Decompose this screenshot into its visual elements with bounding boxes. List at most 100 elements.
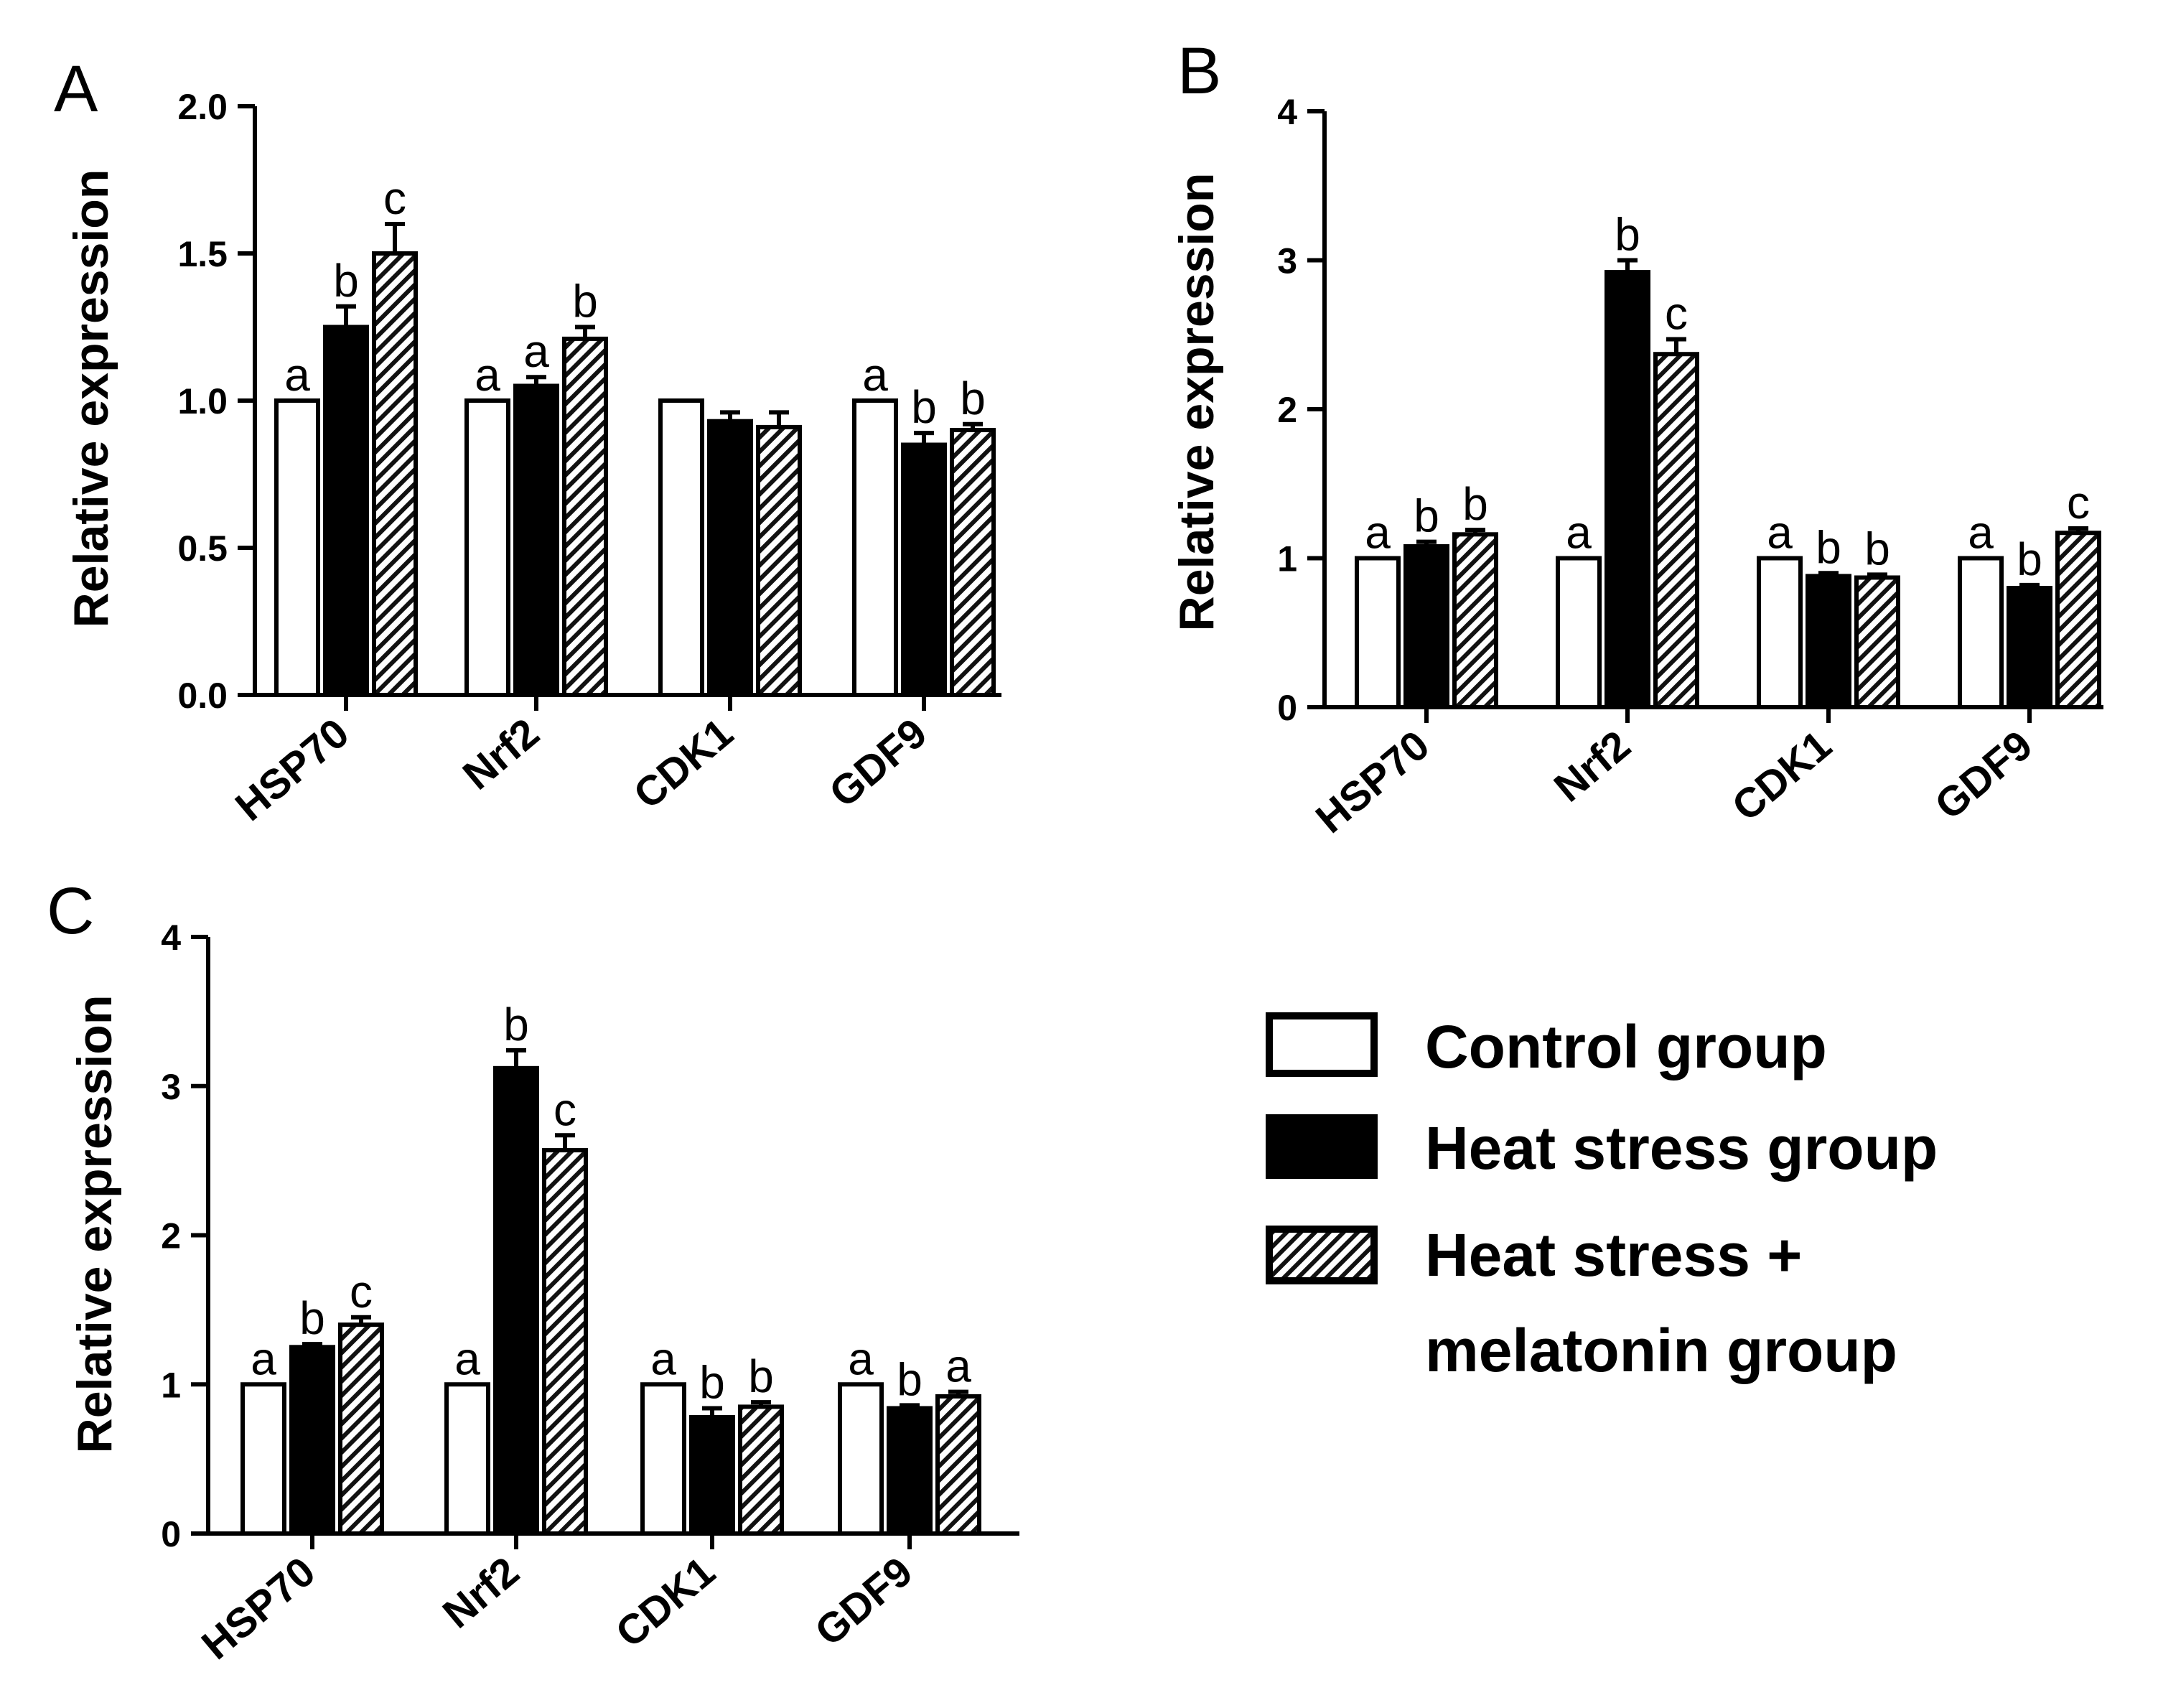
x-tick-label: HSP70 xyxy=(227,709,358,830)
bar-heat-stress xyxy=(513,383,559,697)
bar-heat-stress-melatonin xyxy=(542,1148,588,1536)
significance-label: a xyxy=(848,1333,874,1384)
bar-heat-stress-melatonin xyxy=(950,428,996,697)
bar-heat-stress-melatonin xyxy=(338,1322,384,1536)
x-tick-label: Nrf2 xyxy=(434,1548,528,1637)
significance-label: a xyxy=(1767,507,1793,559)
significance-label: a xyxy=(862,349,888,401)
significance-label: c xyxy=(383,172,406,224)
significance-label: b xyxy=(699,1356,725,1408)
significance-label: b xyxy=(503,999,529,1050)
y-tick-label: 1 xyxy=(1277,539,1297,579)
bar-heat-stress-melatonin xyxy=(935,1394,981,1536)
bar-heat-stress-melatonin xyxy=(2055,531,2101,709)
y-axis-label: Relative expression xyxy=(1169,173,1224,632)
bar-heat-stress xyxy=(323,325,369,697)
x-tick-label: GDF9 xyxy=(1926,722,2041,829)
bar-heat-stress xyxy=(689,1414,735,1536)
y-tick-label: 2 xyxy=(161,1216,181,1256)
y-tick-label: 1 xyxy=(161,1365,181,1405)
bar-control xyxy=(444,1382,490,1536)
x-tick-label: GDF9 xyxy=(821,709,935,816)
y-tick-label: 0 xyxy=(161,1514,181,1554)
significance-label: a xyxy=(475,349,500,401)
panel-letter-a: A xyxy=(54,52,98,126)
bar-heat-stress xyxy=(289,1345,335,1536)
bar-heat-stress-melatonin xyxy=(738,1404,784,1536)
significance-label: b xyxy=(960,373,986,424)
y-tick-label: 1.5 xyxy=(177,234,228,274)
significance-label: b xyxy=(1615,209,1640,261)
bar-heat-stress xyxy=(1403,543,1449,710)
legend-swatch-heat-stress-melatonin xyxy=(1266,1226,1378,1284)
y-tick-label: 4 xyxy=(1277,92,1297,132)
bar-heat-stress xyxy=(1605,270,1650,710)
significance-label: c xyxy=(553,1083,576,1135)
bar-control xyxy=(852,398,898,697)
x-tick-label: Nrf2 xyxy=(454,709,548,798)
x-tick-label: CDK1 xyxy=(625,709,742,818)
significance-label: a xyxy=(1566,507,1592,559)
significance-label: a xyxy=(284,349,310,401)
bar-heat-stress-melatonin xyxy=(756,424,802,698)
bar-control xyxy=(464,398,510,697)
y-tick-label: 0.5 xyxy=(177,528,228,569)
significance-label: a xyxy=(523,325,549,377)
y-axis-label: Relative expression xyxy=(64,169,118,628)
y-tick-label: 1.0 xyxy=(177,381,228,421)
legend: Control group Heat stress group Heat str… xyxy=(1266,1012,1938,1384)
significance-label: b xyxy=(2017,533,2042,585)
significance-label: b xyxy=(333,255,359,307)
legend-label-control: Control group xyxy=(1425,1013,1827,1081)
legend-label-heat-stress-melatonin: Heat stress + xyxy=(1425,1221,1802,1289)
bar-control xyxy=(658,398,704,697)
significance-label: b xyxy=(748,1350,774,1402)
panel-letter-b: B xyxy=(1177,34,1221,108)
bar-heat-stress xyxy=(887,1406,933,1536)
y-tick-label: 3 xyxy=(161,1067,181,1107)
bar-heat-stress xyxy=(493,1065,539,1536)
bar-control xyxy=(240,1382,286,1536)
significance-label: a xyxy=(251,1333,276,1384)
x-tick-label: HSP70 xyxy=(193,1548,324,1669)
y-tick-label: 0.0 xyxy=(177,676,228,716)
panel-a: A Relative expression 0.00.51.01.52.0abc… xyxy=(54,52,1001,830)
bar-heat-stress-melatonin xyxy=(1653,352,1699,709)
significance-label: a xyxy=(1365,507,1391,559)
legend-swatch-control xyxy=(1266,1012,1378,1077)
bar-heat-stress-melatonin xyxy=(372,251,418,697)
x-tick-label: CDK1 xyxy=(1724,722,1841,830)
significance-label: a xyxy=(1968,507,1994,559)
bar-heat-stress xyxy=(901,442,947,697)
y-tick-label: 3 xyxy=(1277,241,1297,281)
bar-control xyxy=(1757,556,1803,709)
legend-swatch-heat-stress xyxy=(1266,1114,1378,1179)
bar-control xyxy=(640,1382,686,1536)
significance-label: a xyxy=(454,1333,480,1384)
significance-label: c xyxy=(2067,477,2090,528)
bar-control xyxy=(1355,556,1401,709)
y-tick-label: 4 xyxy=(161,918,181,958)
bar-heat-stress xyxy=(707,419,753,697)
significance-label: c xyxy=(1665,287,1688,339)
panel-letter-c: C xyxy=(47,874,94,948)
panel-c: C Relative expression 01234abcHSP70abcNr… xyxy=(47,874,1019,1669)
x-tick-label: HSP70 xyxy=(1307,722,1439,842)
significance-label: b xyxy=(897,1353,922,1405)
significance-label: b xyxy=(1816,521,1841,573)
legend-label-heat-stress: Heat stress group xyxy=(1425,1114,1938,1182)
significance-label: a xyxy=(650,1333,676,1384)
bar-control xyxy=(274,398,320,697)
significance-label: b xyxy=(1462,478,1488,530)
x-tick-label: Nrf2 xyxy=(1546,722,1640,811)
bar-heat-stress-melatonin xyxy=(562,336,608,697)
bar-heat-stress xyxy=(2007,586,2052,709)
y-axis-label: Relative expression xyxy=(67,995,122,1454)
bar-heat-stress xyxy=(1806,574,1851,710)
significance-label: a xyxy=(945,1340,971,1392)
x-tick-label: GDF9 xyxy=(806,1548,921,1655)
